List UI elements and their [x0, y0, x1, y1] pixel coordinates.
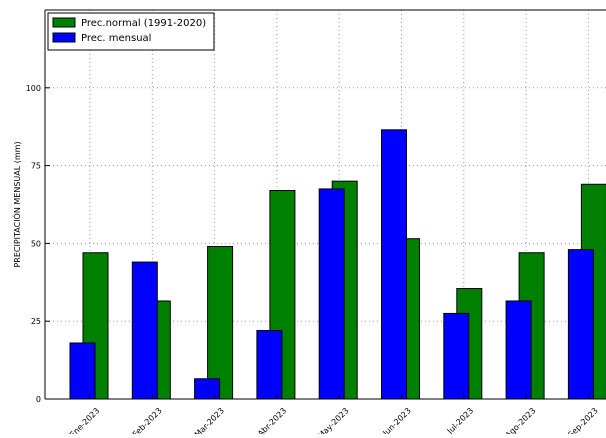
- x-tick-label: Jul-2023: [445, 406, 475, 434]
- bar-monthly: [194, 378, 221, 400]
- y-tick-label: 75: [31, 162, 41, 171]
- bar-monthly: [567, 249, 594, 400]
- x-tick-label: Ene-2023: [68, 406, 101, 434]
- bar-monthly: [69, 342, 96, 400]
- x-tick-label: Sep-2023: [566, 406, 599, 434]
- legend-swatch: [52, 32, 76, 43]
- bars-layer: [69, 129, 606, 400]
- y-axis-label: PRECIPITACIÓN MENSUAL (mm): [11, 141, 22, 267]
- bar-monthly: [256, 330, 283, 400]
- x-tick-label: Jun-2023: [381, 406, 413, 434]
- legend-swatch: [52, 17, 76, 28]
- bar-monthly: [381, 129, 407, 400]
- bar-monthly: [505, 300, 532, 400]
- y-tick-label: 0: [36, 395, 41, 404]
- x-tick-label: Mar-2023: [193, 406, 226, 434]
- bar-monthly: [443, 312, 470, 400]
- legend-label: Prec.normal (1991-2020): [81, 18, 206, 29]
- bar-monthly: [131, 261, 158, 400]
- y-tick-label: 50: [31, 239, 41, 248]
- bar-normal: [207, 246, 234, 400]
- x-tick-label: Ago-2023: [504, 406, 538, 434]
- x-tick-label: May-2023: [316, 406, 350, 434]
- legend: Prec.normal (1991-2020) Prec. mensual: [47, 12, 215, 51]
- legend-box: [47, 12, 215, 51]
- legend-label: Prec. mensual: [81, 33, 151, 44]
- y-tick-label: 25: [31, 317, 41, 326]
- x-tick-label: Abr-2023: [256, 406, 288, 434]
- y-tick-label: 100: [26, 84, 41, 93]
- bar-monthly: [318, 188, 345, 400]
- x-tick-label: Feb-2023: [131, 406, 164, 434]
- axes-layer: [44, 9, 606, 400]
